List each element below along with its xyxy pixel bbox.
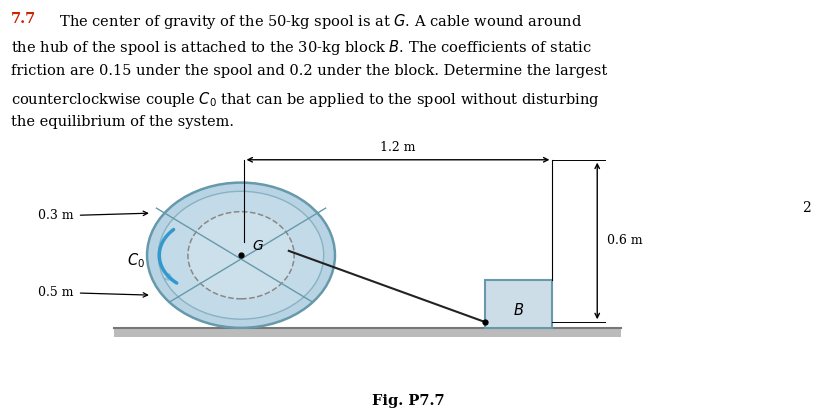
- Text: $G$: $G$: [252, 239, 264, 253]
- Text: 7.7: 7.7: [11, 12, 36, 27]
- Text: the hub of the spool is attached to the 30-kg block $B$. The coefficients of sta: the hub of the spool is attached to the …: [11, 38, 592, 57]
- Text: 0.5 m: 0.5 m: [38, 286, 74, 300]
- Text: $C_0$: $C_0$: [127, 251, 145, 271]
- Text: 2: 2: [802, 200, 811, 215]
- Text: 0.3 m: 0.3 m: [38, 209, 74, 222]
- Text: counterclockwise couple $C_0$ that can be applied to the spool without disturbin: counterclockwise couple $C_0$ that can b…: [11, 90, 599, 109]
- Ellipse shape: [158, 191, 324, 319]
- Text: The center of gravity of the 50-kg spool is at $G$. A cable wound around: The center of gravity of the 50-kg spool…: [50, 12, 583, 32]
- Bar: [114, 328, 621, 337]
- Ellipse shape: [188, 212, 294, 299]
- Text: the equilibrium of the system.: the equilibrium of the system.: [11, 115, 234, 129]
- Text: $B$: $B$: [513, 302, 525, 318]
- Text: 0.6 m: 0.6 m: [607, 234, 643, 247]
- Ellipse shape: [147, 183, 335, 328]
- Text: friction are 0.15 under the spool and 0.2 under the block. Determine the largest: friction are 0.15 under the spool and 0.…: [11, 64, 607, 78]
- Text: 1.2 m: 1.2 m: [380, 142, 416, 154]
- Bar: [485, 280, 552, 328]
- Text: Fig. P7.7: Fig. P7.7: [373, 394, 444, 408]
